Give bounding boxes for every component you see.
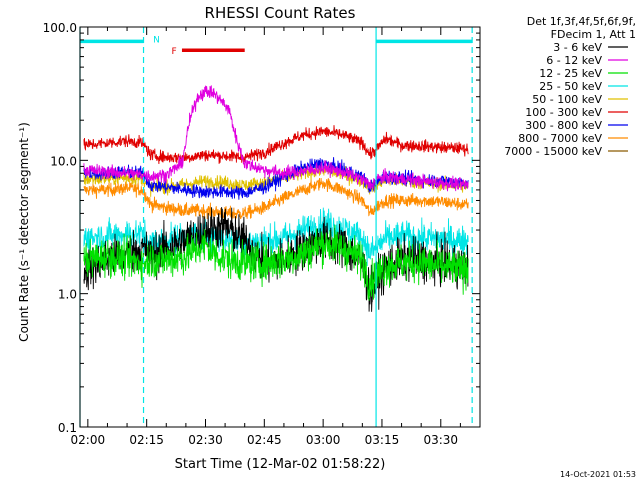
x-axis-label: Start Time (12-Mar-02 01:58:22)	[175, 457, 386, 472]
status-bar-label-2: F	[172, 47, 177, 57]
status-bar-label-1: N	[153, 35, 160, 45]
y-tick-label-0: 0.1	[58, 421, 77, 435]
legend-label-8: 7000 - 15000 keV	[504, 145, 602, 158]
legend-label-1: 6 - 12 keV	[546, 54, 602, 67]
x-tick-label-2: 02:30	[188, 433, 223, 447]
series-layer	[83, 85, 469, 312]
legend-header-1: FDecim 1, Att 1	[551, 28, 636, 41]
x-tick-label-0: 02:00	[71, 433, 106, 447]
legend-header-0: Det 1f,3f,4f,5f,6f,9f,	[527, 15, 636, 28]
legend-label-5: 100 - 300 keV	[525, 106, 602, 119]
y-tick-label-2: 10.0	[50, 154, 77, 168]
series-line-2	[83, 224, 469, 301]
series-line-1	[83, 85, 469, 192]
x-tick-label-3: 02:45	[247, 433, 282, 447]
series-line-7	[83, 177, 469, 220]
axes: 02:00 02:15 02:30 02:45 03:00 03:15 03:30 0.1 1.…	[43, 21, 480, 447]
y-tick-label-3: 100.0	[43, 21, 77, 35]
legend: Det 1f,3f,4f,5f,6f,9f,FDecim 1, Att 13 -…	[504, 15, 636, 158]
footer-date: 14-Oct-2021 01:53	[560, 470, 636, 479]
y-tick-label-1: 1.0	[58, 288, 77, 302]
status-bars: NF	[80, 35, 473, 57]
x-tick-label-1: 02:15	[129, 433, 164, 447]
x-tick-label-5: 03:15	[365, 433, 400, 447]
x-tick-label-6: 03:30	[423, 433, 458, 447]
plot-frame	[79, 26, 481, 428]
chart-title: RHESSI Count Rates	[205, 4, 356, 22]
legend-label-4: 50 - 100 keV	[532, 93, 602, 106]
y-axis-label: Count Rate (s⁻¹ detector segment⁻¹)	[17, 122, 31, 342]
legend-label-6: 300 - 800 keV	[525, 119, 602, 132]
legend-label-2: 12 - 25 keV	[539, 67, 602, 80]
legend-label-7: 800 - 7000 keV	[518, 132, 602, 145]
legend-label-0: 3 - 6 keV	[553, 41, 602, 54]
legend-label-3: 25 - 50 keV	[539, 80, 602, 93]
x-tick-label-4: 03:00	[306, 433, 341, 447]
series-line-5	[83, 125, 469, 165]
